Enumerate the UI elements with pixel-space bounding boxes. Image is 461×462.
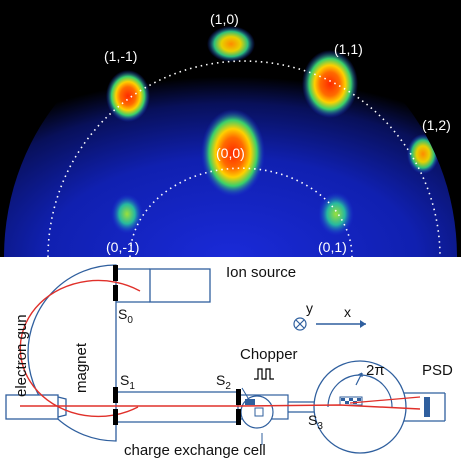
cell-window — [254, 407, 264, 417]
label-1-0: (1,0) — [210, 11, 239, 27]
label-0-1: (0,1) — [318, 239, 347, 255]
slit-s2 — [236, 389, 241, 425]
spot-1-m1 — [106, 70, 150, 122]
laue-circle-outer — [47, 60, 441, 257]
magnet-beam-arc — [19, 279, 141, 418]
scattered-beam — [349, 396, 421, 404]
label-s1: S1 — [120, 372, 135, 392]
spot-1-2 — [407, 134, 439, 174]
label-1-1: (1,1) — [334, 41, 363, 57]
chopper-blade — [245, 399, 255, 405]
spot-0-1 — [318, 192, 354, 236]
spot-0-0 — [201, 109, 265, 197]
label-x-axis: x — [344, 304, 351, 320]
label-s0: S0 — [118, 306, 133, 326]
label-y-axis: y — [306, 300, 313, 316]
ion-source-box — [149, 268, 211, 303]
label-electron-gun: electron gun — [13, 314, 30, 397]
label-1-2: (1,2) — [422, 117, 451, 133]
diffraction-pattern: (1,0) (1,-1) (1,1) (1,2) (0,0) (0,-1) (0… — [0, 0, 461, 257]
spot-1-1 — [302, 50, 358, 118]
rotation-arrow-head — [357, 372, 363, 377]
apparatus-schematic: Ion source electron gun magnet S0 S1 S2 … — [0, 257, 461, 462]
label-chopper: Chopper — [240, 346, 298, 363]
chopper-pulse-icon — [254, 368, 274, 380]
label-charge-exchange-cell: charge exchange cell — [124, 442, 266, 459]
label-0-m1: (0,-1) — [106, 239, 139, 255]
slit-s1 — [113, 387, 118, 425]
label-magnet: magnet — [73, 342, 90, 393]
label-s3: S3 — [308, 412, 323, 432]
label-psd: PSD — [422, 362, 453, 379]
label-0-0: (0,0) — [216, 145, 245, 161]
slit-s0 — [113, 265, 118, 301]
label-two-pi: 2π — [366, 362, 385, 379]
spot-1-0 — [207, 26, 255, 62]
diffraction-image: (1,0) (1,-1) (1,1) (1,2) (0,0) (0,-1) (0… — [4, 11, 457, 257]
label-s2: S2 — [216, 372, 231, 392]
label-ion-source: Ion source — [226, 264, 296, 281]
schematic-drawing: Ion source electron gun magnet S0 S1 S2 … — [5, 264, 453, 459]
position-sensitive-detector — [424, 397, 430, 417]
spot-0-m1 — [111, 194, 143, 234]
label-1-m1: (1,-1) — [104, 48, 137, 64]
beam-line — [20, 404, 421, 410]
rotation-arc — [327, 374, 393, 408]
electron-gun-housing — [5, 394, 59, 420]
electron-gun-nozzle — [57, 396, 67, 418]
